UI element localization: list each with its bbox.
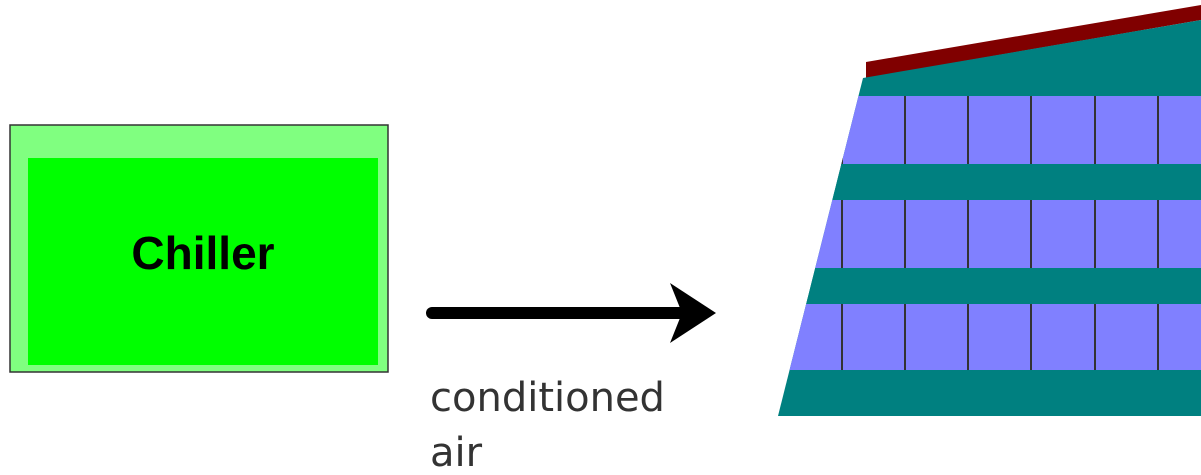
arrow-label-line: conditioned bbox=[430, 375, 665, 421]
diagram: Chiller conditioned air bbox=[0, 0, 1201, 475]
arrow-label-line: air bbox=[430, 430, 483, 475]
window-row bbox=[770, 200, 1201, 268]
chiller-label: Chiller bbox=[131, 227, 274, 279]
floor-band bbox=[770, 164, 1201, 200]
floor-band bbox=[770, 268, 1201, 304]
window-row bbox=[770, 304, 1201, 370]
windows bbox=[770, 96, 1201, 370]
window-row bbox=[770, 96, 1201, 164]
page: Chiller conditioned air (() => { const d… bbox=[0, 0, 1201, 475]
